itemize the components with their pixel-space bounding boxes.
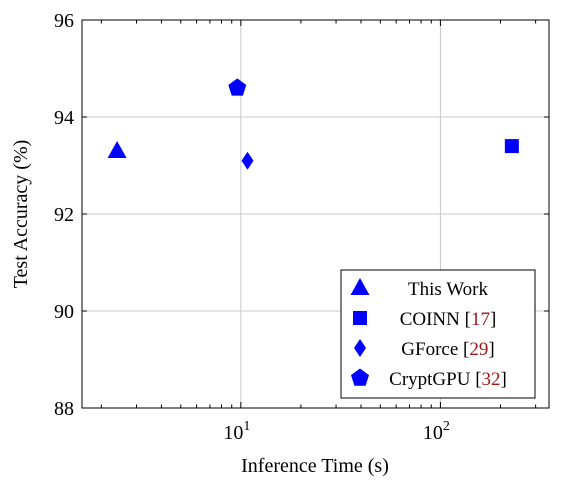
legend-marker-this-work xyxy=(350,278,370,295)
x-axis-label: Inference Time (s) xyxy=(241,455,389,477)
y-axis-ticks: 88 90 92 94 96 xyxy=(54,10,549,420)
x-tick-label: 101 xyxy=(223,419,250,444)
data-point-cryptgpu xyxy=(228,78,247,96)
legend-marker-gforce xyxy=(354,339,366,357)
legend-label-this-work: This Work xyxy=(408,279,488,300)
legend-label-coinn: COINN [17] xyxy=(400,309,497,330)
legend-label-cryptgpu: CryptGPU [32] xyxy=(389,369,507,390)
legend-marker-cryptgpu xyxy=(351,368,369,386)
data-point-coinn xyxy=(504,139,519,154)
legend-marker-coinn xyxy=(353,311,367,325)
y-tick-label: 90 xyxy=(54,301,74,323)
y-axis-label: Test Accuracy (%) xyxy=(10,140,32,289)
data-points xyxy=(107,78,519,170)
y-tick-label: 92 xyxy=(54,204,74,226)
x-minor-ticks xyxy=(100,20,537,408)
legend: This Work COINN [17] GForce [29] CryptGPU [… xyxy=(340,269,536,399)
legend-label-gforce: GForce [29] xyxy=(401,339,494,360)
y-tick-label: 88 xyxy=(54,398,74,420)
y-tick-label: 96 xyxy=(54,10,74,32)
y-tick-label: 94 xyxy=(54,107,74,129)
x-tick-label: 102 xyxy=(423,419,450,444)
data-point-this-work xyxy=(107,141,127,158)
data-point-gforce xyxy=(241,151,254,170)
legend-box xyxy=(340,269,536,399)
x-axis-ticks: 101 102 xyxy=(223,20,450,444)
